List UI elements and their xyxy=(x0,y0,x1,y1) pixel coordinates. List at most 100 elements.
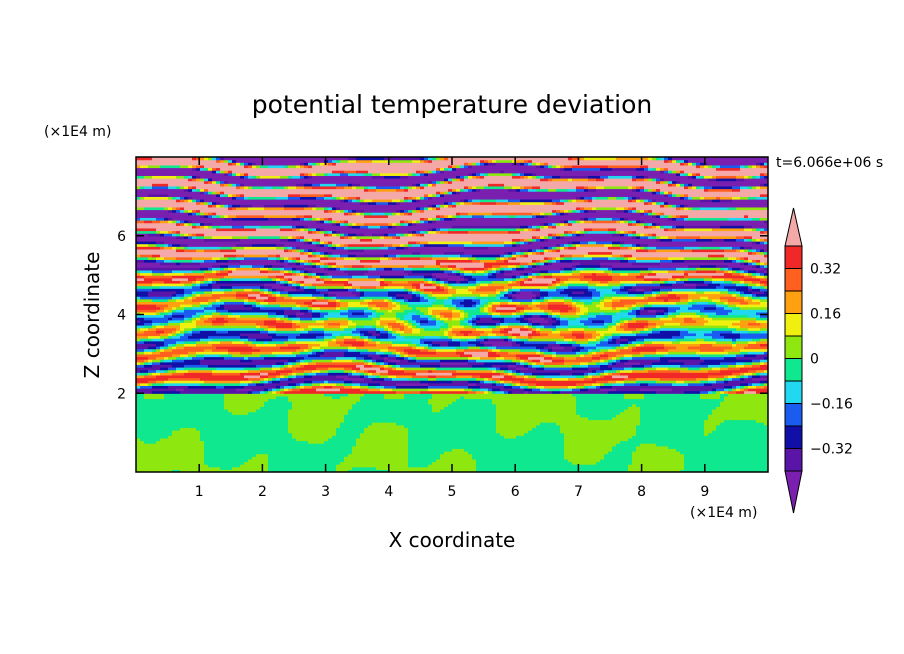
heatmap-cell xyxy=(728,388,733,392)
heatmap-cell xyxy=(140,437,161,442)
heatmap-cell xyxy=(544,364,573,368)
heatmap-cell xyxy=(296,262,301,266)
heatmap-cell xyxy=(752,275,757,279)
heatmap-cell xyxy=(312,283,345,287)
heatmap-cell xyxy=(156,348,161,352)
heatmap-cell xyxy=(428,309,433,313)
heatmap-cell xyxy=(144,259,157,263)
heatmap-cell xyxy=(584,206,593,211)
heatmap-cell xyxy=(640,416,709,421)
heatmap-cell xyxy=(560,427,637,431)
heatmap-cell xyxy=(476,296,497,300)
heatmap-cell xyxy=(408,464,429,468)
heatmap-cell xyxy=(308,372,317,376)
heatmap-cell xyxy=(428,306,449,310)
heatmap-cell xyxy=(720,367,729,371)
heatmap-cell xyxy=(176,209,181,213)
heatmap-cell xyxy=(448,403,497,407)
heatmap-cell xyxy=(264,283,281,287)
heatmap-cell xyxy=(744,377,753,381)
heatmap-cell xyxy=(524,251,529,255)
heatmap-cell xyxy=(488,246,541,250)
heatmap-cell xyxy=(288,430,337,434)
heatmap-cell xyxy=(584,335,593,339)
heatmap-cell xyxy=(272,351,293,355)
heatmap-cell xyxy=(336,466,353,470)
heatmap-cell xyxy=(280,235,289,239)
heatmap-cell xyxy=(392,280,409,284)
heatmap-cell xyxy=(252,340,265,344)
heatmap-cell xyxy=(520,348,537,352)
heatmap-cell xyxy=(596,209,617,213)
heatmap-cell xyxy=(624,256,629,260)
heatmap-cell xyxy=(580,243,605,247)
heatmap-cell xyxy=(508,364,517,368)
heatmap-cell xyxy=(328,272,349,276)
heatmap-cell xyxy=(312,348,321,352)
heatmap-cell xyxy=(384,157,421,161)
heatmap-cell xyxy=(148,327,157,331)
heatmap-cell xyxy=(264,264,273,268)
heatmap-cell xyxy=(624,283,637,287)
heatmap-cell xyxy=(584,327,609,331)
heatmap-cell xyxy=(376,188,397,192)
heatmap-cell xyxy=(704,311,717,316)
heatmap-cell xyxy=(316,296,325,300)
heatmap-cell xyxy=(140,269,153,274)
heatmap-cell xyxy=(552,178,569,182)
heatmap-cell xyxy=(472,322,477,326)
heatmap-cell xyxy=(244,356,249,360)
heatmap-cell xyxy=(520,238,525,242)
heatmap-cell xyxy=(688,298,693,302)
heatmap-cell xyxy=(588,175,601,179)
heatmap-cell xyxy=(472,214,485,218)
heatmap-cell xyxy=(672,288,729,292)
heatmap-cell xyxy=(664,280,669,284)
heatmap-cell xyxy=(756,264,761,268)
heatmap-cell xyxy=(136,262,161,266)
heatmap-cell xyxy=(680,364,709,368)
heatmap-cell xyxy=(304,348,309,352)
heatmap-cell xyxy=(180,262,201,266)
heatmap-cell xyxy=(504,269,513,274)
heatmap-cell xyxy=(268,374,277,379)
heatmap-cell xyxy=(572,296,593,300)
heatmap-cell xyxy=(284,296,293,300)
heatmap-cell xyxy=(540,238,545,242)
heatmap-cell xyxy=(424,157,429,161)
heatmap-cell xyxy=(432,369,457,373)
heatmap-cell xyxy=(348,246,381,250)
heatmap-cell xyxy=(348,288,357,292)
heatmap-cell xyxy=(240,351,253,355)
heatmap-cell xyxy=(228,272,285,276)
heatmap-cell xyxy=(320,251,325,255)
heatmap-cell xyxy=(420,330,445,334)
heatmap-cell xyxy=(220,204,225,208)
heatmap-cell xyxy=(336,293,357,297)
heatmap-cell xyxy=(404,330,413,334)
heatmap-cell xyxy=(548,269,561,274)
heatmap-cell xyxy=(312,214,365,218)
heatmap-cell xyxy=(552,377,569,381)
heatmap-cell xyxy=(404,188,409,192)
heatmap-cell xyxy=(376,309,389,313)
heatmap-cell xyxy=(724,398,768,402)
heatmap-cell xyxy=(228,259,241,263)
heatmap-cell xyxy=(640,422,705,426)
heatmap-cell xyxy=(684,458,768,463)
heatmap-cell xyxy=(308,204,317,208)
heatmap-cell xyxy=(208,204,213,208)
heatmap-cell xyxy=(180,304,193,308)
heatmap-cell xyxy=(396,188,405,192)
heatmap-cell xyxy=(424,196,429,200)
heatmap-cell xyxy=(396,385,429,389)
heatmap-cell xyxy=(416,290,421,295)
heatmap-cell xyxy=(204,275,225,279)
heatmap-cell xyxy=(484,380,493,384)
heatmap-cell xyxy=(452,167,457,171)
heatmap-cell xyxy=(696,175,701,179)
heatmap-cell xyxy=(136,159,217,163)
heatmap-cell xyxy=(528,317,545,321)
heatmap-cell xyxy=(224,403,265,407)
heatmap-cell xyxy=(504,277,513,281)
